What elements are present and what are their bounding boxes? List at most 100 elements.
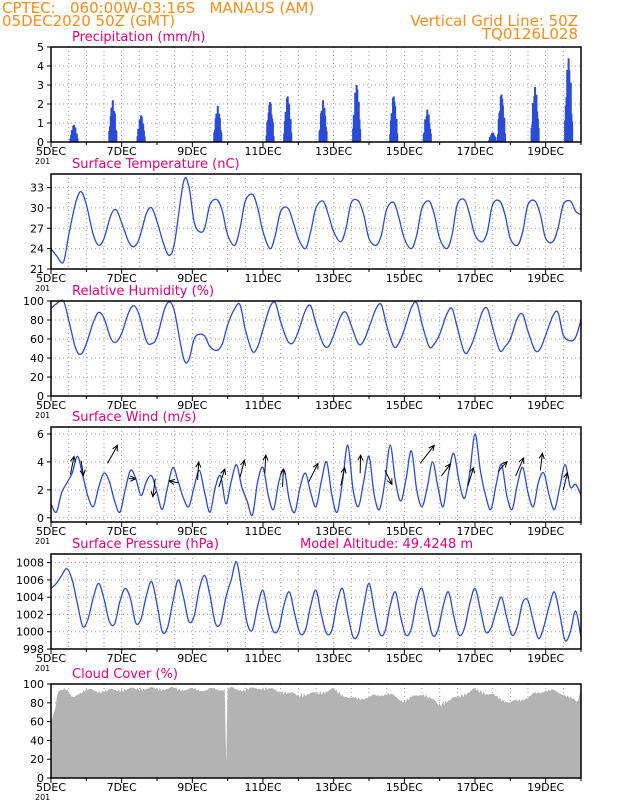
precipitation-bar [143, 136, 146, 142]
temperature-y-tick-label: 21 [30, 263, 44, 276]
precipitation-x-tick-label: 17DEC [456, 145, 493, 158]
humidity-x-tick-label: 11DEC [244, 399, 281, 412]
wind-vector-head [386, 478, 393, 486]
cloud-cover-x-tick-label: 7DEC [107, 781, 137, 794]
precipitation-title: Precipitation (mm/h) [72, 30, 205, 45]
pressure-frame [50, 553, 582, 650]
wind-vector-shaft [539, 453, 543, 471]
temperature-y-tick-label: 30 [30, 202, 44, 215]
precipitation-bar [325, 130, 328, 142]
precipitation-bar [504, 133, 507, 142]
precipitation-bar [115, 130, 118, 142]
temperature-x-tick-label: 9DEC [177, 272, 207, 285]
precipitation-y-tick-label: 5 [37, 41, 44, 54]
header-model-code: TQ0126L028 [481, 25, 578, 43]
precipitation-y-tick-label: 0 [37, 136, 44, 149]
temperature-x-tick-label: 19DEC [527, 272, 564, 285]
precipitation-bar [503, 117, 506, 142]
wind-vector-head [357, 453, 364, 461]
cloud-cover-x-tick-label: 5DEC [36, 781, 66, 794]
humidity-title: Relative Humidity (%) [72, 284, 214, 299]
wind-vector-head [312, 462, 319, 470]
humidity-x-tick-label: 13DEC [315, 399, 352, 412]
cloud-cover-x-tick-label: 17DEC [456, 781, 493, 794]
wind-vector-shaft [467, 467, 475, 486]
precipitation-bar [271, 122, 274, 142]
cloud-cover-frame [50, 683, 582, 779]
precipitation-bar [494, 137, 497, 142]
temperature-x-tick-label: 11DEC [244, 272, 281, 285]
wind-vector-head [112, 444, 119, 452]
wind-vector-shaft [419, 445, 435, 464]
precipitation-x-tick-label: 15DEC [386, 145, 423, 158]
precipitation-x-tick-label: 5DEC [36, 145, 66, 158]
pressure-y-tick-label: 1000 [16, 626, 44, 639]
wind-vector-shaft [197, 462, 200, 481]
pressure-y-tick-label: 1008 [16, 557, 44, 570]
wind-vector-shaft [169, 480, 179, 484]
wind-vector-head [195, 460, 202, 468]
temperature-x-tick-label: 13DEC [315, 272, 352, 285]
header-run-time: 05DEC2020 50Z (GMT) [2, 12, 176, 30]
wind-panel: 0 2 4 6 5DEC 7DEC 9DEC 11DEC 13DEC 15DEC 17DEC 19DE… [35, 410, 582, 546]
humidity-y-tick-label: 0 [37, 390, 44, 403]
wind-vector-head [262, 453, 269, 461]
wind-vector-shaft [515, 457, 525, 477]
humidity-x-tick-label: 5DEC [36, 399, 66, 412]
wind-vector-shaft [281, 469, 284, 488]
wind-vector-shaft [80, 460, 84, 476]
humidity-x-tick-label: 7DEC [107, 399, 137, 412]
precipitation-bar [359, 129, 362, 142]
precipitation-bar [272, 136, 275, 142]
wind-y-tick-label: 4 [37, 456, 44, 469]
wind-vector-shaft [384, 470, 393, 485]
precipitation-bar [571, 121, 574, 142]
temperature-plot-area [51, 174, 581, 269]
pressure-x-tick-label: 5DEC [36, 652, 66, 665]
precipitation-y-tick-label: 3 [37, 79, 44, 92]
wind-vector-shaft [152, 478, 156, 497]
wind-x-tick-label: 15DEC [386, 525, 423, 538]
wind-x-tick-label: 7DEC [107, 525, 137, 538]
pressure-y-tick-label: 998 [23, 643, 44, 656]
precipitation-bar [429, 133, 432, 142]
wind-vector-head [130, 475, 137, 482]
precipitation-bar [569, 82, 572, 142]
pressure-x-tick-label: 15DEC [386, 652, 423, 665]
precipitation-bar [74, 127, 77, 142]
wind-vector-shaft [308, 463, 319, 482]
precipitation-bar [142, 130, 145, 142]
humidity-y-tick-label: 20 [30, 371, 44, 384]
precipitation-bar [113, 113, 116, 142]
cloud-cover-y-tick-label: 80 [30, 697, 44, 710]
wind-vector-shaft [562, 472, 568, 490]
temperature-panel: 21 24 27 30 33 5DEC 7DEC 9DEC 11DEC 13DEC 15DEC 17D… [30, 157, 582, 293]
wind-vector-shaft [340, 467, 346, 486]
pressure-y-tick-label: 1006 [16, 574, 44, 587]
cloud-cover-panel: 0 20 40 60 80 100 5DEC 7DEC 9DEC 11DEC 13DEC 15DEC 1… [23, 667, 582, 800]
cloud-cover-y-tick-label: 100 [23, 678, 44, 691]
precipitation-bar [395, 118, 398, 142]
wind-y-tick-label: 2 [37, 484, 44, 497]
humidity-series-line [50, 299, 582, 364]
wind-vector-shaft [69, 456, 75, 475]
temperature-y-tick-label: 27 [30, 222, 44, 235]
wind-vector-head [150, 490, 157, 498]
wind-vector-head [340, 466, 347, 474]
wind-vector-head [168, 479, 176, 485]
precipitation-bar [289, 119, 292, 142]
wind-y-tick-label: 0 [37, 512, 44, 525]
precipitation-x-tick-label: 7DEC [107, 145, 137, 158]
pressure-extra-label: Model Altitude: 49.4248 m [300, 537, 473, 552]
cloud-cover-title: Cloud Cover (%) [72, 667, 178, 682]
precipitation-bar [290, 132, 293, 142]
wind-vector-head [428, 444, 435, 452]
temperature-x-tick-label: 5DEC [36, 272, 66, 285]
precipitation-x-year-fragment: 201 [35, 157, 50, 166]
wind-x-tick-label: 13DEC [315, 525, 352, 538]
precipitation-panel: 0 1 2 3 4 5 5DEC 7DEC 9DEC 11DEC 13DEC 15DEC 17DEC 19… [35, 30, 582, 166]
wind-y-tick-label: 6 [37, 428, 44, 441]
wind-vector-shaft [264, 455, 267, 474]
wind-vector-head [469, 466, 475, 474]
pressure-x-tick-label: 13DEC [315, 652, 352, 665]
